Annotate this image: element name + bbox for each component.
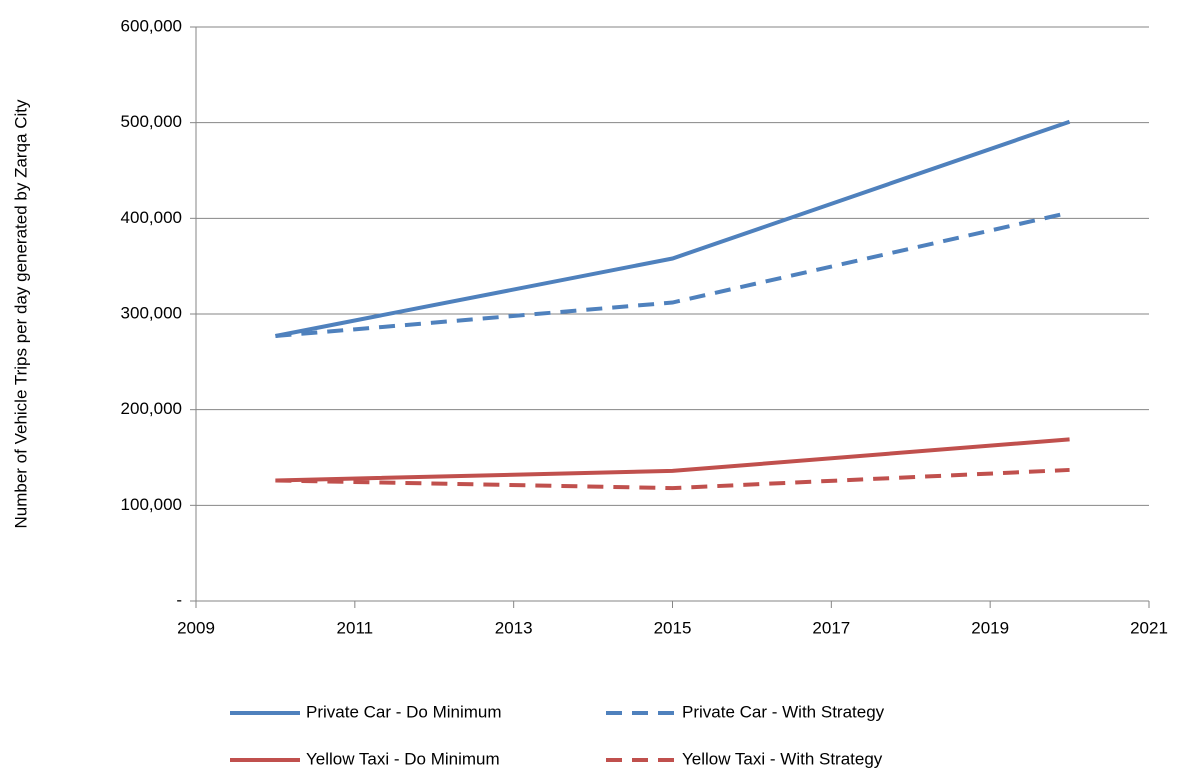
legend-label: Yellow Taxi - Do Minimum — [306, 749, 500, 768]
y-tick-label: - — [176, 590, 182, 609]
x-tick-label: 2011 — [337, 618, 374, 637]
x-tick-label: 2021 — [1130, 618, 1168, 637]
y-tick-label: 600,000 — [121, 16, 182, 35]
x-tick-label: 2009 — [177, 618, 215, 637]
y-tick-label: 100,000 — [121, 495, 182, 514]
x-tick-label: 2015 — [654, 618, 692, 637]
legend-label: Private Car - Do Minimum — [306, 702, 502, 721]
x-tick-label: 2017 — [812, 618, 850, 637]
x-tick-label: 2019 — [971, 618, 1009, 637]
y-tick-label: 200,000 — [121, 399, 182, 418]
x-tick-label: 2013 — [495, 618, 533, 637]
y-tick-label: 500,000 — [121, 112, 182, 131]
series-line — [275, 119, 1071, 338]
legend-label: Private Car - With Strategy — [682, 702, 885, 721]
y-tick-label: 300,000 — [121, 303, 182, 322]
series-line — [275, 437, 1070, 483]
series-line — [275, 467, 1070, 491]
series-line — [275, 210, 1071, 338]
y-tick-label: 400,000 — [121, 208, 182, 227]
y-axis-label: Number of Vehicle Trips per day generate… — [11, 99, 30, 528]
legend-label: Yellow Taxi - With Strategy — [682, 749, 883, 768]
